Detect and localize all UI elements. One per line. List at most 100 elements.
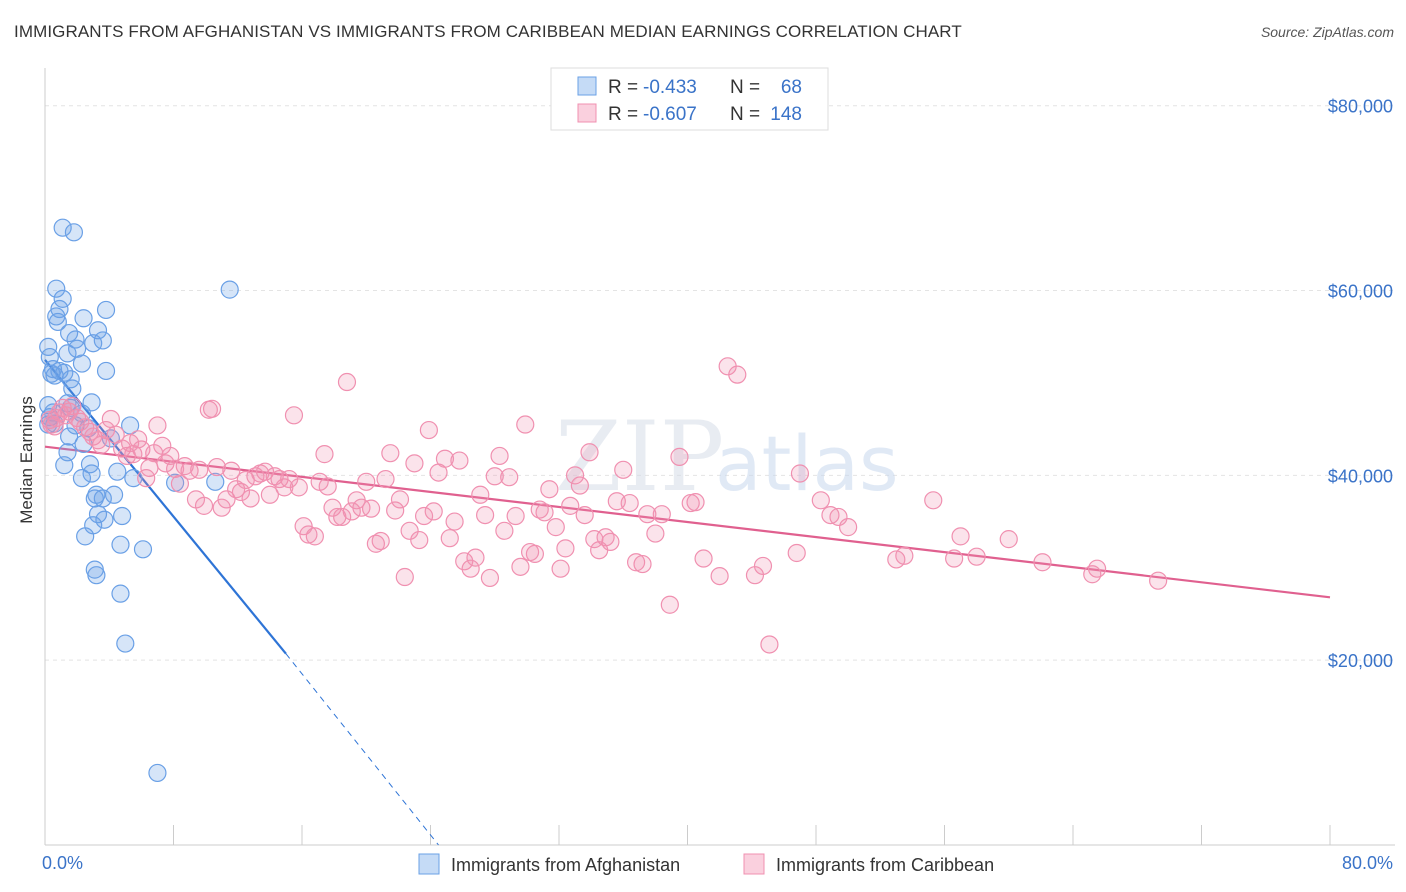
point-s1-95 <box>471 485 490 504</box>
point-s1-103 <box>511 557 530 576</box>
point-s1-45 <box>227 480 246 499</box>
point-s0-4 <box>53 289 72 308</box>
point-s0-47 <box>108 462 127 481</box>
point-s1-46 <box>231 482 251 502</box>
point-s1-124 <box>620 493 639 513</box>
point-s1-84 <box>414 506 434 526</box>
point-s0-40 <box>59 427 79 446</box>
point-s1-77 <box>381 444 400 463</box>
point-s0-46 <box>82 464 101 483</box>
legend-box <box>550 67 829 131</box>
point-s1-157 <box>1149 571 1168 590</box>
point-s0-2 <box>47 279 66 298</box>
point-s1-63 <box>315 445 334 464</box>
point-s1-114 <box>565 466 585 485</box>
point-s1-140 <box>760 635 779 654</box>
point-s1-68 <box>337 372 357 392</box>
point-s1-142 <box>790 464 810 483</box>
point-s1-8 <box>63 396 82 416</box>
point-s1-123 <box>614 460 633 479</box>
point-s1-82 <box>405 454 424 473</box>
point-s1-25 <box>137 469 156 488</box>
point-s1-110 <box>546 518 565 537</box>
point-s0-1 <box>64 223 84 242</box>
point-s1-91 <box>450 451 469 470</box>
legend-r-value-afghanistan: -0.433 <box>643 77 697 98</box>
point-s0-61 <box>111 535 130 554</box>
watermark-zip: ZIP <box>555 401 724 513</box>
point-s0-48 <box>72 469 92 488</box>
point-s1-149 <box>924 491 943 510</box>
point-s1-130 <box>660 595 679 614</box>
point-s1-111 <box>551 559 570 578</box>
point-s0-14 <box>84 334 103 353</box>
point-s1-127 <box>638 505 657 524</box>
point-s1-86 <box>424 502 443 521</box>
legend-n-value-afghanistan: 68 <box>781 77 802 98</box>
point-s1-65 <box>323 498 342 517</box>
bottom-legend-swatch-afghanistan <box>418 853 440 875</box>
point-s1-109 <box>540 480 559 499</box>
point-s1-137 <box>728 365 747 384</box>
point-s1-134 <box>694 549 713 568</box>
point-s1-143 <box>811 491 830 510</box>
source-label: Source: ZipAtlas.com <box>1260 24 1394 40</box>
x-tick-labels: 0.0% 80.0% <box>42 853 1393 873</box>
point-s1-96 <box>476 505 495 525</box>
point-s1-83 <box>410 530 429 550</box>
point-s1-57 <box>284 406 304 425</box>
point-s1-76 <box>376 469 395 489</box>
point-s1-33 <box>170 474 190 493</box>
bottom-legend-swatch-caribbean <box>743 853 765 875</box>
point-s0-53 <box>104 485 124 504</box>
point-s1-52 <box>260 485 279 504</box>
axes <box>44 68 1395 846</box>
legend-n-value-caribbean: 148 <box>770 104 802 125</box>
point-s0-44 <box>55 456 74 475</box>
point-s1-125 <box>626 553 646 572</box>
point-s1-101 <box>500 468 519 487</box>
point-s1-131 <box>670 447 689 466</box>
point-s1-64 <box>318 477 337 496</box>
point-s0-65 <box>111 584 130 603</box>
point-s1-93 <box>461 559 480 578</box>
trend-lines <box>44 359 1331 846</box>
point-s1-121 <box>601 532 620 551</box>
point-s1-92 <box>455 552 474 571</box>
point-s0-17 <box>58 344 77 363</box>
point-s0-45 <box>80 455 100 474</box>
point-s0-26 <box>61 370 80 389</box>
point-s1-35 <box>180 461 199 480</box>
legend-r-value-caribbean: -0.607 <box>643 104 697 125</box>
point-s1-78 <box>386 501 405 520</box>
legend-r-label-caribbean: R = <box>608 104 638 125</box>
bottom-legend-label-caribbean: Immigrants from Caribbean <box>776 855 994 875</box>
point-s0-25 <box>45 366 64 385</box>
point-s1-115 <box>570 476 589 495</box>
point-s1-49 <box>246 467 265 486</box>
point-s1-98 <box>485 467 504 486</box>
point-s1-102 <box>506 506 525 526</box>
x-tick-label-0: 0.0% <box>42 853 83 873</box>
point-s1-73 <box>361 499 381 518</box>
point-s1-133 <box>686 493 705 512</box>
point-s0-64 <box>87 566 106 585</box>
point-s1-51 <box>255 462 275 481</box>
point-s1-71 <box>352 498 371 517</box>
y-tick-labels: $20,000 $40,000 $60,000 $80,000 <box>1328 97 1393 671</box>
point-s1-112 <box>556 539 575 558</box>
point-s1-146 <box>839 518 858 537</box>
point-s0-49 <box>124 469 143 488</box>
point-s0-9 <box>48 312 67 332</box>
legend-n-label-caribbean: N = <box>730 104 760 125</box>
watermark: ZIP atlas <box>555 401 899 513</box>
chart-title: IMMIGRANTS FROM AFGHANISTAN VS IMMIGRANT… <box>14 22 962 41</box>
y-tick-label-1: $40,000 <box>1328 466 1393 486</box>
point-s0-12 <box>66 330 85 349</box>
point-s1-58 <box>289 478 308 497</box>
point-s1-44 <box>222 461 241 480</box>
bottom-legend-label-afghanistan: Immigrants from Afghanistan <box>451 855 680 875</box>
y-tick-label-2: $60,000 <box>1328 282 1393 302</box>
point-s0-50 <box>206 472 225 491</box>
